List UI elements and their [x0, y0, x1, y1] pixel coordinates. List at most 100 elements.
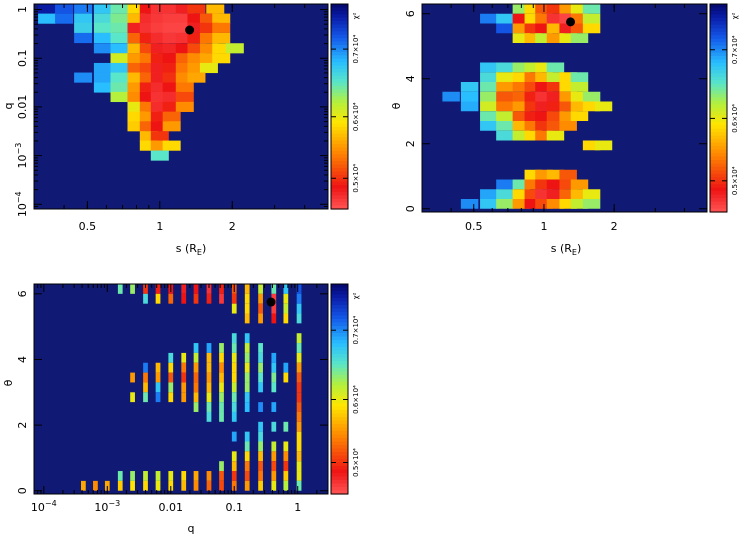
heatmap-cell — [582, 91, 601, 102]
colorbar-segment — [710, 35, 727, 40]
heatmap-cell — [496, 189, 514, 199]
heatmap-cell — [162, 82, 181, 93]
colorbar-segment — [331, 79, 348, 84]
y-tick-label: 0.01 — [16, 95, 29, 120]
heatmap-cell — [535, 13, 553, 24]
colorbar-segment — [331, 319, 348, 324]
heatmap-cell — [244, 343, 250, 353]
heatmap-cell — [496, 101, 514, 112]
x-axis-label-subscript: E — [197, 248, 202, 257]
heatmap-cell — [168, 362, 174, 373]
heatmap-cell — [110, 4, 129, 14]
heatmap-cell — [559, 72, 577, 82]
heatmap-cell — [155, 362, 161, 373]
colorbar-segment — [331, 427, 348, 432]
heatmap-cell — [258, 372, 263, 383]
colorbar-segment — [710, 184, 727, 189]
heatmap-cell — [271, 402, 277, 412]
colorbar-segment — [331, 133, 348, 138]
heatmap-cell — [150, 72, 169, 83]
colorbar-segment — [710, 132, 727, 137]
colorbar-segment — [331, 195, 348, 200]
x-axis-label-close: ) — [202, 242, 206, 255]
colorbar-segment — [331, 336, 348, 341]
colorbar-segment — [331, 103, 348, 108]
heatmap-cell — [512, 4, 531, 14]
heatmap-cell — [127, 13, 146, 24]
colorbar-segment — [331, 27, 348, 32]
heatmap-cell — [219, 284, 224, 294]
heatmap-cell — [193, 284, 199, 294]
heatmap-cell — [175, 82, 194, 93]
heatmap-cell — [283, 284, 289, 294]
heatmap-cell — [117, 471, 123, 481]
colorbar-segment — [331, 191, 348, 196]
heatmap-cell — [546, 23, 565, 34]
heatmap-cell — [150, 101, 169, 112]
heatmap-cell — [258, 362, 263, 373]
colorbar-frame — [330, 3, 349, 210]
heatmap-cell — [117, 480, 123, 491]
heatmap-cell — [559, 169, 577, 180]
colorbar-segment — [331, 291, 348, 296]
heatmap-cell — [155, 284, 161, 294]
colorbar-segment — [331, 294, 348, 299]
x-tick-label: 1 — [156, 220, 163, 233]
heatmap-cell — [296, 313, 302, 324]
heatmap-cell — [150, 43, 169, 54]
heatmap-cell — [130, 471, 135, 481]
heatmap-cell — [139, 121, 158, 132]
colorbar-segment — [331, 284, 348, 289]
colorbar-segment — [331, 396, 348, 401]
heatmap-cell — [244, 441, 250, 452]
y-tick-label: 2 — [16, 422, 29, 429]
colorbar-segment — [331, 361, 348, 366]
colorbar-segment — [331, 364, 348, 369]
heatmap-cell — [74, 4, 93, 14]
heatmap-cell — [258, 441, 263, 452]
colorbar-segment — [710, 142, 727, 147]
colorbar-segment — [331, 347, 348, 352]
heatmap-cell — [570, 179, 589, 190]
best-fit-marker — [266, 297, 276, 307]
heatmap-cell — [535, 179, 553, 190]
colorbar-segment — [331, 140, 348, 145]
colorbar-segment — [331, 106, 348, 111]
heatmap-cell — [524, 101, 543, 112]
heatmap-cell — [162, 43, 181, 54]
heatmap-cell — [296, 343, 302, 353]
heatmap-cell — [206, 402, 212, 412]
heatmap-cell — [258, 293, 263, 304]
heatmap-cell — [187, 43, 206, 54]
colorbar-segment — [331, 68, 348, 73]
colorbar-segment — [331, 157, 348, 162]
heatmap-cell — [187, 32, 206, 44]
heatmap-cell — [231, 343, 237, 353]
heatmap-cell — [546, 189, 565, 199]
colorbar-segment — [331, 452, 348, 457]
heatmap-cell — [127, 91, 146, 103]
tick-exponent: −4 — [45, 499, 57, 508]
heatmap-cell — [283, 303, 289, 314]
colorbar-segment — [710, 38, 727, 43]
heatmap-cell — [231, 372, 237, 383]
colorbar-label: χ² — [731, 12, 739, 19]
heatmap-cell — [296, 411, 302, 422]
heatmap-cell — [296, 284, 302, 294]
x-axis-label-close: ) — [577, 242, 581, 255]
heatmap-cell — [546, 179, 565, 190]
heatmap-cell — [296, 451, 302, 462]
heatmap-cell — [496, 130, 514, 141]
heatmap-cell — [244, 284, 250, 294]
colorbar-segment — [710, 4, 727, 9]
x-tick-label: 0.1 — [225, 501, 243, 514]
heatmap-cell — [110, 22, 129, 33]
heatmap-cell — [496, 82, 514, 92]
heatmap-cell — [187, 13, 206, 24]
heatmap-cell — [258, 421, 263, 432]
colorbar-segment — [331, 368, 348, 373]
heatmap-cell — [283, 313, 289, 324]
heatmap-cell — [162, 22, 181, 33]
colorbar-segment — [710, 180, 727, 185]
x-tick-label: 10−3 — [94, 499, 120, 514]
